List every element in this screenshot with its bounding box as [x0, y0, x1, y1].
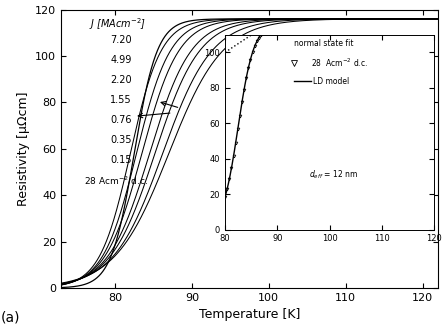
Text: 0.15: 0.15 [110, 155, 132, 165]
Text: 28 Acm$^{-2}$ d.c.: 28 Acm$^{-2}$ d.c. [84, 175, 148, 187]
X-axis label: Temperature [K]: Temperature [K] [199, 308, 300, 321]
Text: (a): (a) [1, 310, 20, 324]
Y-axis label: Resistivity [μΩcm]: Resistivity [μΩcm] [17, 92, 30, 206]
Text: $J$ [MAcm$^{-2}$]: $J$ [MAcm$^{-2}$] [90, 17, 146, 32]
Text: 0.76: 0.76 [110, 115, 132, 125]
Text: 4.99: 4.99 [110, 55, 131, 65]
Text: 1.55: 1.55 [110, 95, 132, 105]
Text: 0.35: 0.35 [110, 135, 132, 145]
Text: 7.20: 7.20 [110, 35, 132, 44]
Text: 2.20: 2.20 [110, 75, 132, 85]
